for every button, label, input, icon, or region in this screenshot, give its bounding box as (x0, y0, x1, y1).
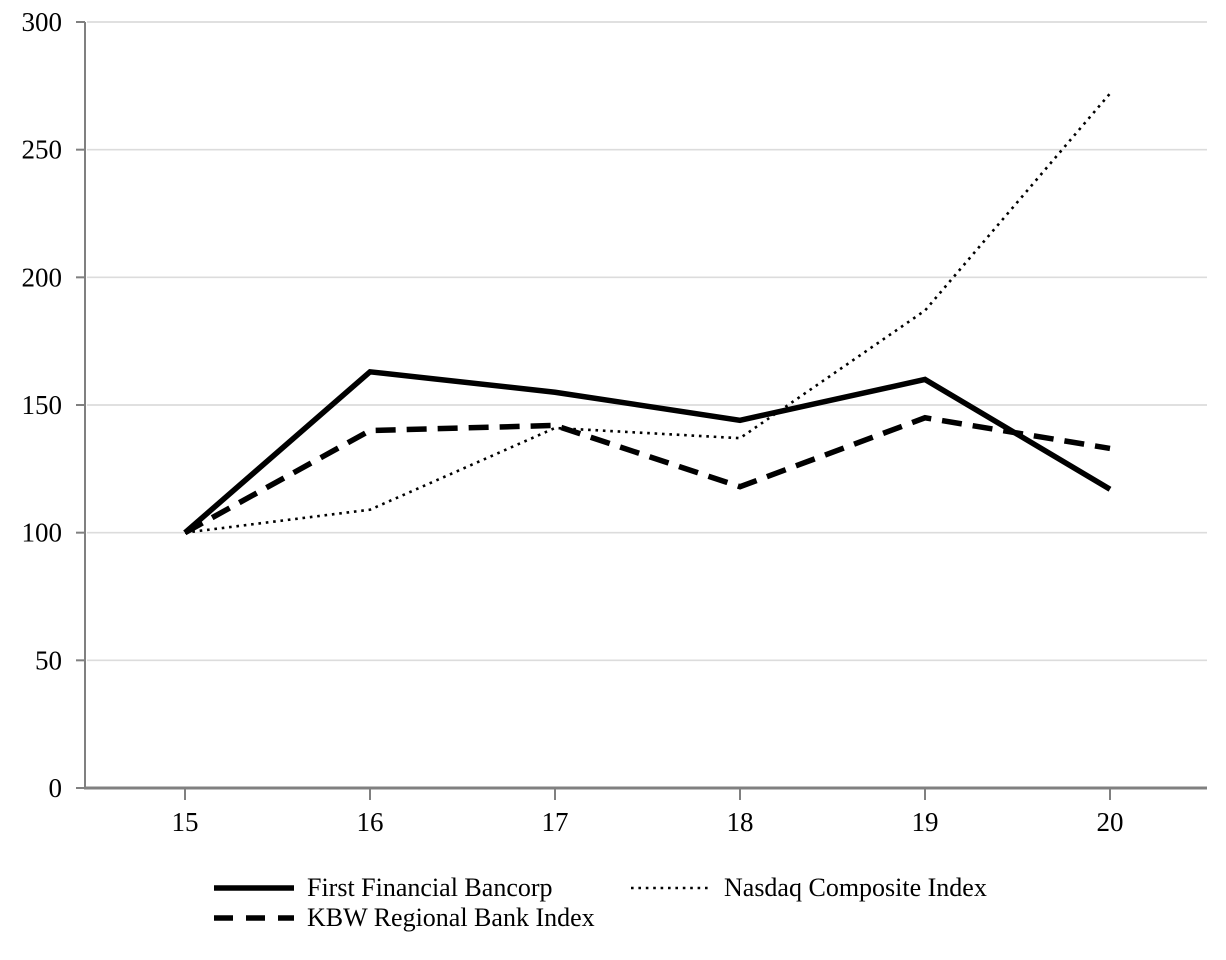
y-tick-label: 150 (22, 390, 63, 420)
y-tick-label: 50 (35, 645, 62, 675)
x-tick-label: 20 (1097, 807, 1124, 837)
legend-label: KBW Regional Bank Index (307, 903, 595, 932)
x-tick-label: 15 (172, 807, 199, 837)
y-tick-label: 100 (22, 518, 63, 548)
y-tick-label: 0 (49, 773, 63, 803)
solid-line-swatch-icon (214, 885, 294, 891)
x-tick-label: 16 (357, 807, 384, 837)
legend-label: Nasdaq Composite Index (724, 873, 987, 902)
x-tick-label: 17 (542, 807, 569, 837)
series-line-first-financial-bancorp (183, 368, 1112, 535)
x-tick-label: 18 (727, 807, 754, 837)
series-line-kbw-regional-bank-index (183, 414, 1111, 536)
dashed-line-swatch-icon (214, 915, 294, 921)
legend-label: First Financial Bancorp (307, 873, 553, 902)
legend-item-nasdaq-composite-index: Nasdaq Composite Index (630, 875, 987, 901)
dotted-line-swatch-icon (631, 886, 711, 890)
legend-item-kbw-regional-bank-index: KBW Regional Bank Index (213, 905, 595, 931)
x-tick-label: 19 (912, 807, 939, 837)
y-tick-label: 250 (22, 135, 63, 165)
series-line-nasdaq-composite-index (184, 92, 1111, 534)
y-tick-label: 200 (22, 262, 63, 292)
legend-item-first-financial-bancorp: First Financial Bancorp (213, 875, 553, 901)
y-tick-label: 300 (22, 7, 63, 37)
